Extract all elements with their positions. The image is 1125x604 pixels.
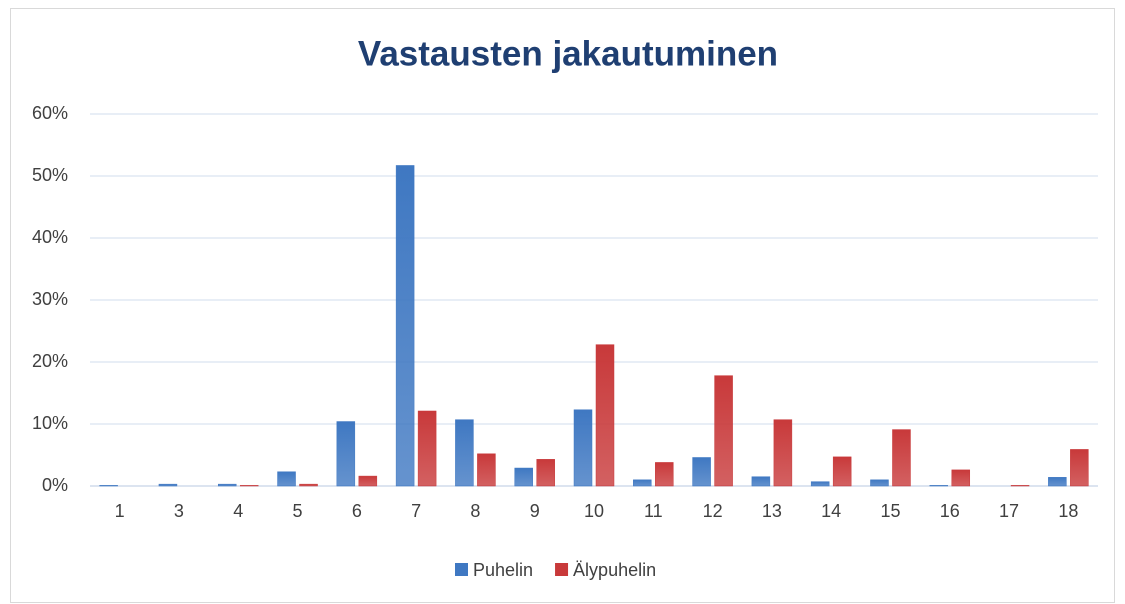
bar [277, 471, 296, 487]
chart-title: Vastausten jakautuminen [358, 34, 778, 73]
y-tick-label: 20% [32, 351, 68, 371]
bar [1048, 477, 1067, 487]
bar [217, 483, 237, 487]
bar [810, 481, 830, 487]
bar [336, 421, 356, 487]
y-tick-label: 60% [32, 103, 68, 123]
x-tick-label: 16 [940, 501, 960, 521]
y-tick-label: 30% [32, 289, 68, 309]
bar [870, 479, 889, 487]
bar [951, 469, 971, 487]
bar [395, 165, 415, 487]
x-tick-label: 9 [530, 501, 540, 521]
bar [714, 375, 733, 487]
x-tick-label: 6 [352, 501, 362, 521]
x-tick-label: 7 [411, 501, 421, 521]
bar [158, 483, 178, 487]
x-tick-label: 13 [762, 501, 782, 521]
bar [477, 453, 496, 487]
bar [832, 456, 852, 487]
bar [892, 429, 911, 487]
legend-label: Älypuhelin [573, 560, 656, 580]
bar [417, 410, 437, 487]
x-tick-label: 3 [174, 501, 184, 521]
bar [633, 479, 652, 487]
x-tick-label: 11 [644, 501, 663, 521]
bar [1010, 485, 1030, 487]
bar [299, 483, 318, 487]
y-tick-label: 40% [32, 227, 68, 247]
legend-swatch [555, 563, 569, 576]
bar [455, 419, 474, 487]
bar [573, 409, 593, 487]
y-tick-label: 10% [32, 413, 68, 433]
bar [595, 344, 615, 487]
legend-swatch [455, 563, 468, 576]
bar [751, 476, 771, 487]
bar [99, 485, 118, 487]
x-tick-label: 10 [584, 501, 604, 521]
x-tick-label: 1 [115, 501, 125, 521]
bar [773, 419, 793, 487]
y-tick-label: 0% [42, 475, 68, 495]
x-tick-label: 12 [703, 501, 723, 521]
x-tick-label: 4 [233, 501, 243, 521]
y-tick-label: 50% [32, 165, 68, 185]
x-tick-label: 5 [293, 501, 303, 521]
bar [929, 485, 949, 487]
bar [358, 475, 378, 487]
x-tick-label: 14 [821, 501, 841, 521]
x-tick-label: 18 [1058, 501, 1078, 521]
x-tick-label: 17 [999, 501, 1019, 521]
bar [1070, 449, 1089, 487]
x-tick-label: 15 [880, 501, 900, 521]
x-tick-label: 8 [470, 501, 480, 521]
bar [692, 457, 711, 487]
legend-label: Puhelin [473, 560, 533, 580]
bar [514, 467, 533, 487]
bar [536, 459, 555, 487]
bar [655, 462, 674, 487]
chart-border [10, 8, 1115, 603]
bar [239, 485, 259, 487]
